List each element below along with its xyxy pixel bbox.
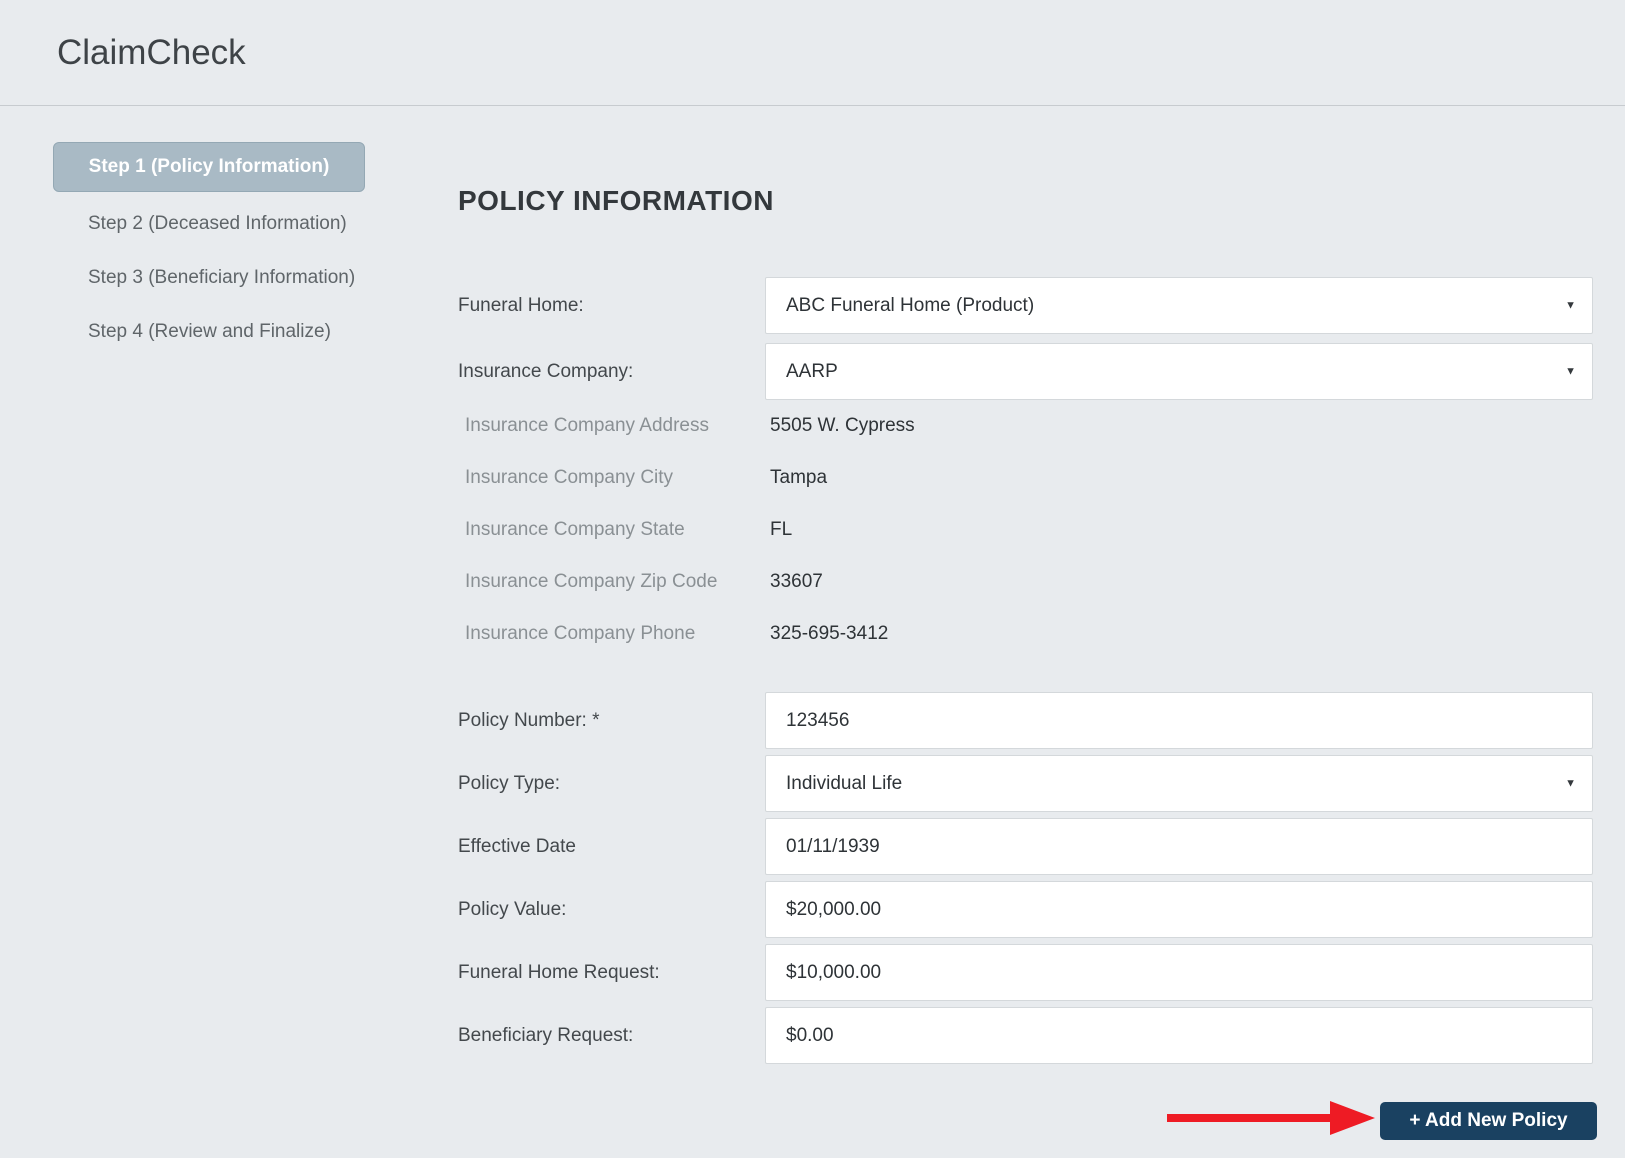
select-value: ABC Funeral Home (Product) xyxy=(786,294,1035,316)
readonly-value: 5505 W. Cypress xyxy=(770,415,915,436)
form-row-funeral-home: Funeral Home: ABC Funeral Home (Product)… xyxy=(458,277,1593,334)
step-label: Step 1 (Policy Information) xyxy=(88,156,330,177)
form-title: POLICY INFORMATION xyxy=(458,185,774,216)
field-label: Funeral Home Request: xyxy=(458,961,660,983)
field-label: Insurance Company Address xyxy=(465,415,709,436)
dropdown-arrow-icon: ▼ xyxy=(1565,777,1576,789)
dropdown-arrow-icon: ▼ xyxy=(1565,365,1576,377)
effective-date-input[interactable] xyxy=(765,818,1593,875)
wizard-step-nav: Step 1 (Policy Information) Step 2 (Dece… xyxy=(53,142,365,343)
form-row-insurance-company-phone: Insurance Company Phone 325-695-3412 xyxy=(458,608,1593,660)
form-row-beneficiary-request: Beneficiary Request: xyxy=(458,1007,1593,1064)
sidebar-step-3-beneficiary-information[interactable]: Step 3 (Beneficiary Information) xyxy=(88,267,356,288)
readonly-value: FL xyxy=(770,519,793,540)
field-label: Insurance Company State xyxy=(465,519,685,540)
field-label: Insurance Company: xyxy=(458,360,634,382)
policy-value-input[interactable] xyxy=(765,881,1593,938)
form-row-policy-number: Policy Number: * xyxy=(458,692,1593,749)
readonly-value: 325-695-3412 xyxy=(770,623,889,644)
form-row-insurance-company: Insurance Company: AARP ▼ xyxy=(458,343,1593,400)
form-row-funeral-home-request: Funeral Home Request: xyxy=(458,944,1593,1001)
readonly-value: Tampa xyxy=(770,467,828,488)
red-arrow-head xyxy=(1330,1101,1375,1135)
field-label: Funeral Home: xyxy=(458,294,584,316)
form-row-policy-type: Policy Type: Individual Life ▼ xyxy=(458,755,1593,812)
readonly-value: 33607 xyxy=(770,571,823,592)
sidebar-step-4-review-and-finalize[interactable]: Step 4 (Review and Finalize) xyxy=(88,321,331,342)
app-title: ClaimCheck xyxy=(57,33,246,72)
red-arrow-shaft xyxy=(1167,1114,1331,1122)
field-label: Policy Number: * xyxy=(458,709,600,731)
form-row-insurance-company-city: Insurance Company City Tampa xyxy=(458,452,1593,504)
insurance-company-select[interactable]: AARP ▼ xyxy=(765,343,1593,400)
field-label: Insurance Company City xyxy=(465,467,674,488)
dropdown-arrow-icon: ▼ xyxy=(1565,299,1576,311)
form-row-insurance-company-state: Insurance Company State FL xyxy=(458,504,1593,556)
field-label: Insurance Company Phone xyxy=(465,623,696,644)
policy-number-input[interactable] xyxy=(765,692,1593,749)
header-divider xyxy=(0,105,1625,106)
sidebar-step-1-policy-information[interactable]: Step 1 (Policy Information) xyxy=(53,142,365,192)
field-label: Policy Value: xyxy=(458,898,567,920)
select-value: Individual Life xyxy=(786,772,903,794)
field-label: Beneficiary Request: xyxy=(458,1024,634,1046)
select-value: AARP xyxy=(786,360,838,382)
form-row-policy-value: Policy Value: xyxy=(458,881,1593,938)
field-label: Effective Date xyxy=(458,835,576,857)
funeral-home-select[interactable]: ABC Funeral Home (Product) ▼ xyxy=(765,277,1593,334)
add-new-policy-button[interactable]: + Add New Policy xyxy=(1380,1102,1597,1140)
sidebar-step-2-deceased-information[interactable]: Step 2 (Deceased Information) xyxy=(88,213,347,234)
field-label: Policy Type: xyxy=(458,772,561,794)
red-arrow-annotation xyxy=(1167,1101,1375,1135)
form-row-effective-date: Effective Date xyxy=(458,818,1593,875)
form-row-insurance-company-address: Insurance Company Address 5505 W. Cypres… xyxy=(458,400,1593,452)
form-row-insurance-company-zip: Insurance Company Zip Code 33607 xyxy=(458,556,1593,608)
field-label: Insurance Company Zip Code xyxy=(465,571,718,592)
funeral-home-request-input[interactable] xyxy=(765,944,1593,1001)
policy-information-form: POLICY INFORMATION Funeral Home: ABC Fun… xyxy=(458,185,1593,1070)
beneficiary-request-input[interactable] xyxy=(765,1007,1593,1064)
policy-type-select[interactable]: Individual Life ▼ xyxy=(765,755,1593,812)
